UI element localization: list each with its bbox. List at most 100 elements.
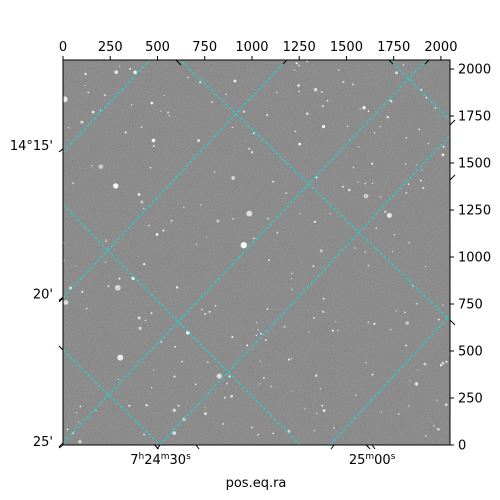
top-tick-label: 750 xyxy=(192,40,217,55)
star xyxy=(418,128,421,131)
star xyxy=(160,340,163,343)
star xyxy=(98,164,104,169)
star xyxy=(133,70,137,75)
star xyxy=(319,249,323,253)
star xyxy=(105,239,107,241)
star xyxy=(172,408,176,412)
star xyxy=(359,108,361,110)
star xyxy=(434,106,437,109)
star xyxy=(415,302,418,305)
star xyxy=(298,90,300,93)
star xyxy=(199,81,202,84)
star xyxy=(321,404,324,407)
star xyxy=(248,147,251,150)
star xyxy=(355,394,357,396)
star xyxy=(268,259,271,262)
star xyxy=(291,390,293,392)
star xyxy=(421,169,423,171)
star xyxy=(63,259,65,262)
star xyxy=(211,101,213,103)
world-edge-tick xyxy=(156,444,161,450)
star xyxy=(411,285,414,287)
star xyxy=(437,318,440,321)
star xyxy=(231,126,233,129)
world-edge-tick xyxy=(58,297,64,303)
star xyxy=(445,403,448,407)
star xyxy=(312,265,315,267)
x-axis-label: pos.eq.ra xyxy=(226,476,287,491)
star xyxy=(143,207,145,210)
star xyxy=(321,124,326,129)
star xyxy=(172,431,177,435)
top-tick-label: 1000 xyxy=(235,40,268,55)
star xyxy=(331,329,334,332)
star xyxy=(290,358,293,360)
star xyxy=(379,196,382,198)
star xyxy=(252,132,255,135)
star xyxy=(107,285,110,288)
star xyxy=(144,319,147,322)
star xyxy=(364,182,366,185)
star xyxy=(95,409,97,412)
ra-grid-line xyxy=(63,349,161,445)
star xyxy=(216,373,222,379)
star xyxy=(259,360,262,362)
image-noise xyxy=(63,60,450,445)
star xyxy=(173,375,176,378)
star xyxy=(371,373,374,376)
plot-frame xyxy=(62,59,451,446)
star xyxy=(186,330,190,335)
star xyxy=(194,383,197,386)
star xyxy=(363,193,369,199)
star xyxy=(162,229,165,232)
star xyxy=(79,405,82,408)
star xyxy=(321,104,324,108)
star xyxy=(118,277,121,280)
star xyxy=(67,126,70,129)
star xyxy=(306,60,308,63)
star xyxy=(362,106,366,110)
star xyxy=(118,65,121,67)
ra-grid-line xyxy=(63,204,301,445)
star xyxy=(272,432,275,435)
star xyxy=(240,242,247,249)
star xyxy=(407,183,410,185)
star xyxy=(313,429,316,432)
star xyxy=(367,264,370,267)
star xyxy=(267,217,269,220)
right-tick-label: 1500 xyxy=(458,157,491,172)
star xyxy=(398,413,400,415)
star xyxy=(262,376,265,379)
star xyxy=(391,250,394,253)
star xyxy=(386,212,392,218)
star xyxy=(329,213,332,215)
star xyxy=(152,368,155,371)
star xyxy=(341,185,344,188)
star xyxy=(441,304,444,307)
star xyxy=(223,396,226,399)
star xyxy=(84,72,87,76)
star xyxy=(213,171,216,173)
star xyxy=(255,322,258,324)
ra-axis: 7h24m30s 25m00s xyxy=(130,444,396,468)
star xyxy=(80,120,84,124)
star xyxy=(285,192,288,194)
star xyxy=(390,100,393,103)
top-pixel-axis: 0 250 500 750 1000 1250 1500 1750 2000 xyxy=(59,40,457,60)
star xyxy=(137,316,141,320)
star xyxy=(143,262,146,266)
star xyxy=(150,312,153,315)
star xyxy=(150,101,154,105)
star xyxy=(367,110,370,113)
star xyxy=(148,224,150,227)
star xyxy=(266,113,269,117)
star xyxy=(417,369,419,371)
star xyxy=(425,96,428,99)
star xyxy=(197,139,201,143)
star xyxy=(208,310,211,313)
right-tick-label: 500 xyxy=(458,345,483,360)
star xyxy=(78,439,82,444)
star xyxy=(291,272,293,275)
star xyxy=(373,322,376,325)
star xyxy=(63,96,68,103)
